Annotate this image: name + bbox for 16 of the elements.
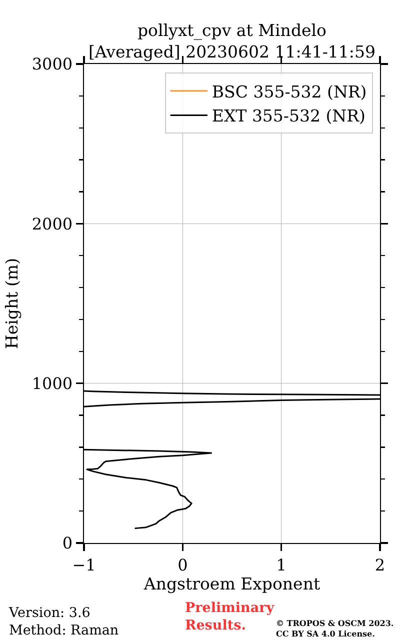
legend-label: BSC 355-532 (NR) [212,82,367,102]
y-tick-label: 3000 [32,54,73,74]
x-tick-label: 1 [276,555,286,574]
x-tick-label: 2 [374,555,386,574]
text: Preliminary Results. [185,600,276,634]
text: Version: 3.6 Method: Raman [8,605,119,639]
y-axis-title: Height (m) [2,258,22,350]
y-tick-label: 2000 [32,214,73,234]
legend-label: EXT 355-532 (NR) [212,106,366,126]
y-tick-label: 1000 [32,374,73,393]
text: © TROPOS & OSCM 2023. CC BY SA 4.0 License. [276,618,394,638]
y-tick-label: 0 [62,534,73,553]
x-tick-label: 0 [178,555,188,574]
x-axis-title: Angstroem Exponent [142,574,320,594]
x-tick-label: −1 [72,555,96,574]
chart-title: pollyxt_cpv at Mindelo [Averaged] 20230602 11:41-11:59 [88,21,376,62]
